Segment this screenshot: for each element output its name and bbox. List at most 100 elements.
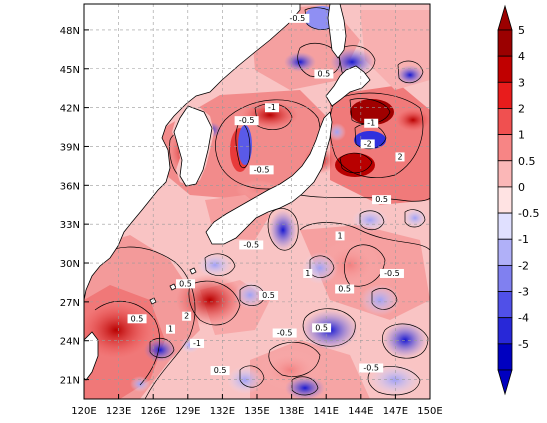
contour-label-box <box>285 13 310 23</box>
longitude-axis: 120E 123E 126E 129E 132E 135E 138E 141E 144E 147E… <box>71 394 443 417</box>
contour-label: 0.5 <box>318 70 331 79</box>
contour-label-box <box>190 338 205 348</box>
colorbar-label: 4 <box>518 50 525 63</box>
contour-label-box <box>210 366 230 376</box>
colorbar-segment <box>497 186 513 214</box>
colorbar-label: 2 <box>518 102 525 115</box>
hokkaido <box>325 65 371 107</box>
contour-label: 0.5 <box>315 323 328 332</box>
lat-tick-label: 36N <box>60 181 80 192</box>
contour-label-box <box>372 195 392 205</box>
contour-lines <box>84 7 430 399</box>
contour-labels: -0.5 0.5 -1 -0.5 -1 -2 2 -0.5 0.5 0.5 2 1 -1 -0.5 1 0.5… <box>127 13 405 376</box>
contour-label-box <box>395 152 405 162</box>
lon-tick-label: 135E <box>244 406 269 417</box>
contour-label-box <box>312 323 332 333</box>
contour-label-box <box>234 116 259 126</box>
lat-tick-label: 24N <box>60 337 80 348</box>
contour-label: 1 <box>337 231 342 240</box>
contour-label-box <box>335 231 345 241</box>
lat-tick-label: 45N <box>60 65 80 76</box>
korea-outline <box>173 105 213 187</box>
colorbar-label: 0 <box>518 181 525 194</box>
lat-tick-label: 30N <box>60 259 80 270</box>
contour-label: 0.5 <box>338 285 351 294</box>
colorbar-max-arrow <box>497 4 513 31</box>
colorbar-segment <box>497 343 513 371</box>
contour-label: -0.5 <box>363 364 379 373</box>
colorbar-segment <box>497 264 513 292</box>
colorbar-label: -4 <box>518 312 529 325</box>
contour-label-box <box>259 290 279 300</box>
lon-tick-label: 150E <box>417 406 442 417</box>
lat-tick-label: 48N <box>60 26 80 37</box>
colorbar-segment <box>497 160 513 188</box>
contour-label: -0.5 <box>239 116 255 125</box>
lon-tick-label: 123E <box>106 406 131 417</box>
colorbar-segment <box>497 81 513 109</box>
contour-label: -0.5 <box>384 269 400 278</box>
contour-label-box <box>360 139 375 149</box>
contour-label: -2 <box>364 139 372 148</box>
contour-label: 0.5 <box>179 279 192 288</box>
contour-label: 0.5 <box>131 314 144 323</box>
lon-tick-label: 147E <box>383 406 408 417</box>
contour-label-box <box>239 240 264 250</box>
contour-label: 0.5 <box>375 195 388 204</box>
colorbar-min-arrow <box>497 369 513 396</box>
latitude-axis: 21N 24N 27N 30N 33N 36N 39N 42N 45N 48N <box>60 26 89 387</box>
lon-tick-label: 141E <box>313 406 338 417</box>
contour-label: 0.5 <box>214 366 227 375</box>
contour-label-box <box>335 284 355 294</box>
lat-tick-label: 21N <box>60 376 80 387</box>
colorbar-segment <box>497 238 513 266</box>
landmass <box>84 4 371 381</box>
contour-label-box <box>272 328 297 338</box>
lon-tick-label: 138E <box>279 406 304 417</box>
contour-label: 2 <box>397 152 402 161</box>
sakhalin <box>327 4 347 59</box>
contour-label: 1 <box>168 325 173 334</box>
colorbar-label: 1 <box>518 129 525 142</box>
lat-tick-label: 33N <box>60 220 80 231</box>
contour-label: -1 <box>367 119 375 128</box>
contour-label-box <box>249 165 274 175</box>
colorbar-segment <box>497 291 513 319</box>
contour-label-box <box>359 363 384 373</box>
contour-label-box <box>182 311 192 321</box>
plot-area: -0.5 0.5 -1 -0.5 -1 -2 2 -0.5 0.5 0.5 2 1 -1 -0.5 1 0.5… <box>84 4 430 399</box>
colorbar-label: -1 <box>518 233 529 246</box>
contour-label: -1 <box>193 339 201 348</box>
contour-label: -0.5 <box>290 14 306 23</box>
contour-label-box <box>175 279 195 289</box>
contour-label-box <box>264 103 279 113</box>
contour-label: -0.5 <box>277 329 293 338</box>
lon-tick-label: 132E <box>210 406 235 417</box>
contour-label-box <box>303 268 313 278</box>
colorbar-segment <box>497 317 513 345</box>
colorbar-segment <box>497 55 513 83</box>
contour-label-box <box>166 324 175 334</box>
contour-label-box <box>314 69 334 79</box>
colorbar-segment <box>497 134 513 162</box>
contour-label: -1 <box>268 103 276 112</box>
contour-label: 1 <box>305 269 310 278</box>
colorbar-label: -5 <box>518 338 529 351</box>
colorbar-label: 0.5 <box>518 155 536 168</box>
colorbar: 5 4 3 2 1 0.5 0 -0.5 -1 -2 -3 -4 -5 <box>497 4 539 396</box>
colorbar-segment <box>497 108 513 136</box>
lat-tick-label: 42N <box>60 104 80 115</box>
colorbar-segment <box>497 29 513 57</box>
contour-label-box <box>364 118 379 128</box>
lon-tick-label: 144E <box>348 406 373 417</box>
contour-label: 0.5 <box>262 291 275 300</box>
asian-mainland <box>84 4 301 301</box>
colorbar-label: -3 <box>518 286 529 299</box>
lon-tick-label: 129E <box>175 406 200 417</box>
kyushu-shikoku-honshu <box>205 111 333 245</box>
colorbar-label: 3 <box>518 76 525 89</box>
lat-tick-label: 27N <box>60 298 80 309</box>
lat-tick-label: 39N <box>60 142 80 153</box>
contour-label: 2 <box>184 312 189 321</box>
